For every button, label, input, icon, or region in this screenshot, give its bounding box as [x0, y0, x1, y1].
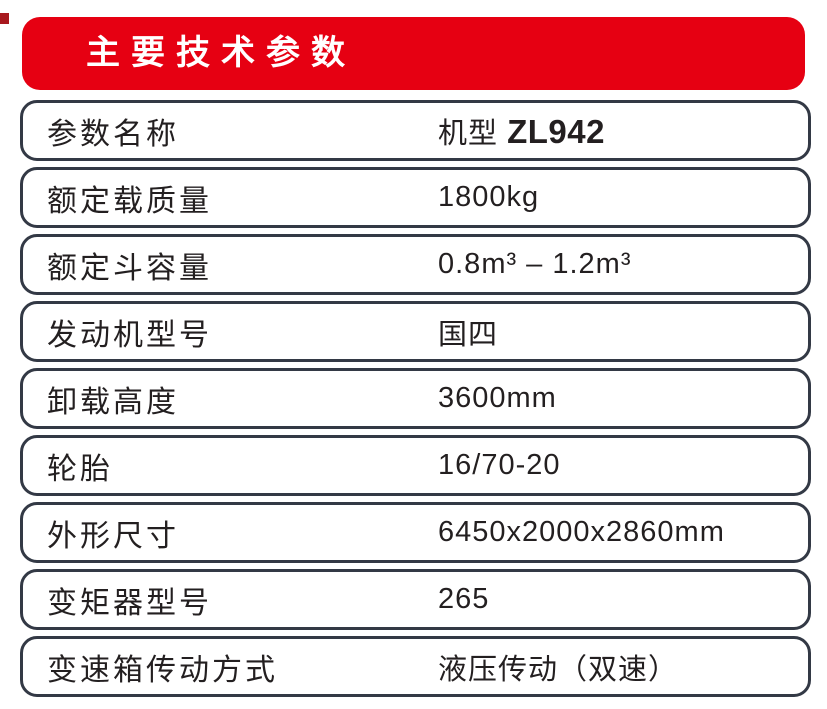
table-row: 参数名称 机型 ZL942	[20, 100, 811, 161]
param-name-label: 参数名称	[47, 117, 179, 151]
param-name-label: 轮胎	[47, 452, 113, 486]
section-header-banner: 主要技术参数	[22, 17, 805, 90]
table-row: 额定斗容量 0.8m³ – 1.2m³	[20, 234, 811, 295]
table-row: 额定载质量 1800kg	[20, 167, 811, 228]
model-number: ZL942	[507, 112, 605, 150]
param-value: 机型 ZL942	[438, 110, 808, 152]
table-row: 外形尺寸 6450x2000x2860mm	[20, 502, 811, 563]
param-value: 3600mm	[438, 382, 557, 414]
param-name-label: 额定载质量	[47, 184, 212, 218]
param-value: 265	[438, 583, 490, 615]
param-value: 0.8m³ – 1.2m³	[438, 248, 632, 280]
param-name-label: 额定斗容量	[47, 251, 212, 285]
param-name-label: 变矩器型号	[47, 586, 212, 620]
param-name-label: 外形尺寸	[47, 519, 179, 553]
param-value: 6450x2000x2860mm	[438, 516, 725, 548]
table-row: 变速箱传动方式 液压传动（双速）	[20, 636, 811, 697]
spec-table: 参数名称 机型 ZL942 额定载质量 1800kg 额定斗容量 0.8m³ –…	[20, 100, 811, 703]
param-value: 1800kg	[438, 181, 540, 213]
param-name-label: 发动机型号	[47, 318, 212, 352]
table-row: 轮胎 16/70-20	[20, 435, 811, 496]
table-row: 发动机型号 国四	[20, 301, 811, 362]
table-row: 变矩器型号 265	[20, 569, 811, 630]
model-prefix: 机型	[438, 117, 508, 150]
param-value: 国四	[438, 318, 499, 351]
corner-accent-mark	[0, 13, 9, 24]
section-title: 主要技术参数	[86, 34, 356, 72]
param-name-label: 变速箱传动方式	[47, 653, 278, 687]
param-value: 16/70-20	[438, 449, 561, 481]
param-value: 液压传动（双速）	[438, 653, 679, 686]
param-name-label: 卸载高度	[47, 385, 179, 419]
table-row: 卸载高度 3600mm	[20, 368, 811, 429]
